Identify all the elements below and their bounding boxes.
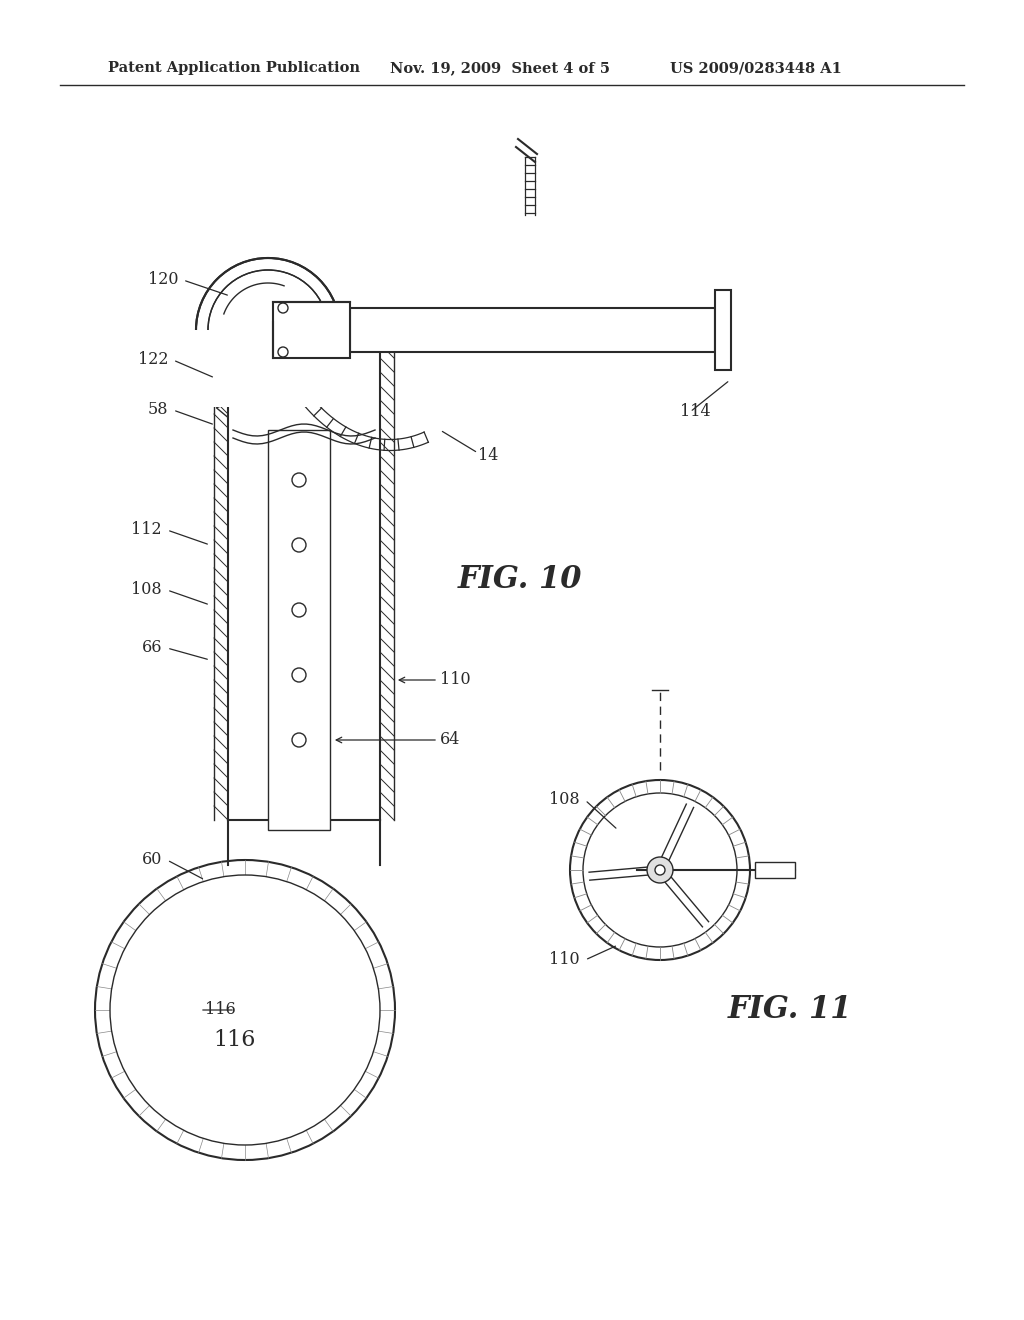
Text: 66: 66 [141, 639, 162, 656]
Text: 110: 110 [440, 672, 471, 689]
Circle shape [647, 857, 673, 883]
Text: 14: 14 [478, 446, 499, 463]
Circle shape [110, 875, 380, 1144]
Text: 58: 58 [147, 401, 168, 418]
Circle shape [583, 793, 737, 946]
Text: 108: 108 [131, 582, 162, 598]
Text: US 2009/0283448 A1: US 2009/0283448 A1 [670, 61, 842, 75]
Text: 114: 114 [680, 404, 711, 421]
Circle shape [570, 780, 750, 960]
Circle shape [196, 257, 340, 403]
Text: Nov. 19, 2009  Sheet 4 of 5: Nov. 19, 2009 Sheet 4 of 5 [390, 61, 610, 75]
Bar [715, 290, 731, 370]
Text: 120: 120 [147, 272, 178, 289]
Bar [273, 302, 350, 358]
Text: Patent Application Publication: Patent Application Publication [108, 61, 360, 75]
Bar [350, 308, 715, 352]
Text: FIG. 11: FIG. 11 [728, 994, 852, 1026]
Text: 112: 112 [131, 521, 162, 539]
Text: 116: 116 [214, 1030, 256, 1051]
Text: 122: 122 [137, 351, 168, 368]
Text: FIG. 10: FIG. 10 [458, 565, 583, 595]
Bar [755, 862, 795, 878]
Circle shape [95, 861, 395, 1160]
Text: 110: 110 [549, 952, 580, 969]
Text: 116: 116 [205, 1002, 236, 1019]
Text: 60: 60 [141, 851, 162, 869]
Circle shape [208, 271, 328, 389]
Circle shape [655, 865, 665, 875]
Text: 64: 64 [440, 731, 461, 748]
Text: 108: 108 [549, 792, 580, 808]
Bar [191, 330, 345, 407]
Bar [268, 430, 330, 830]
